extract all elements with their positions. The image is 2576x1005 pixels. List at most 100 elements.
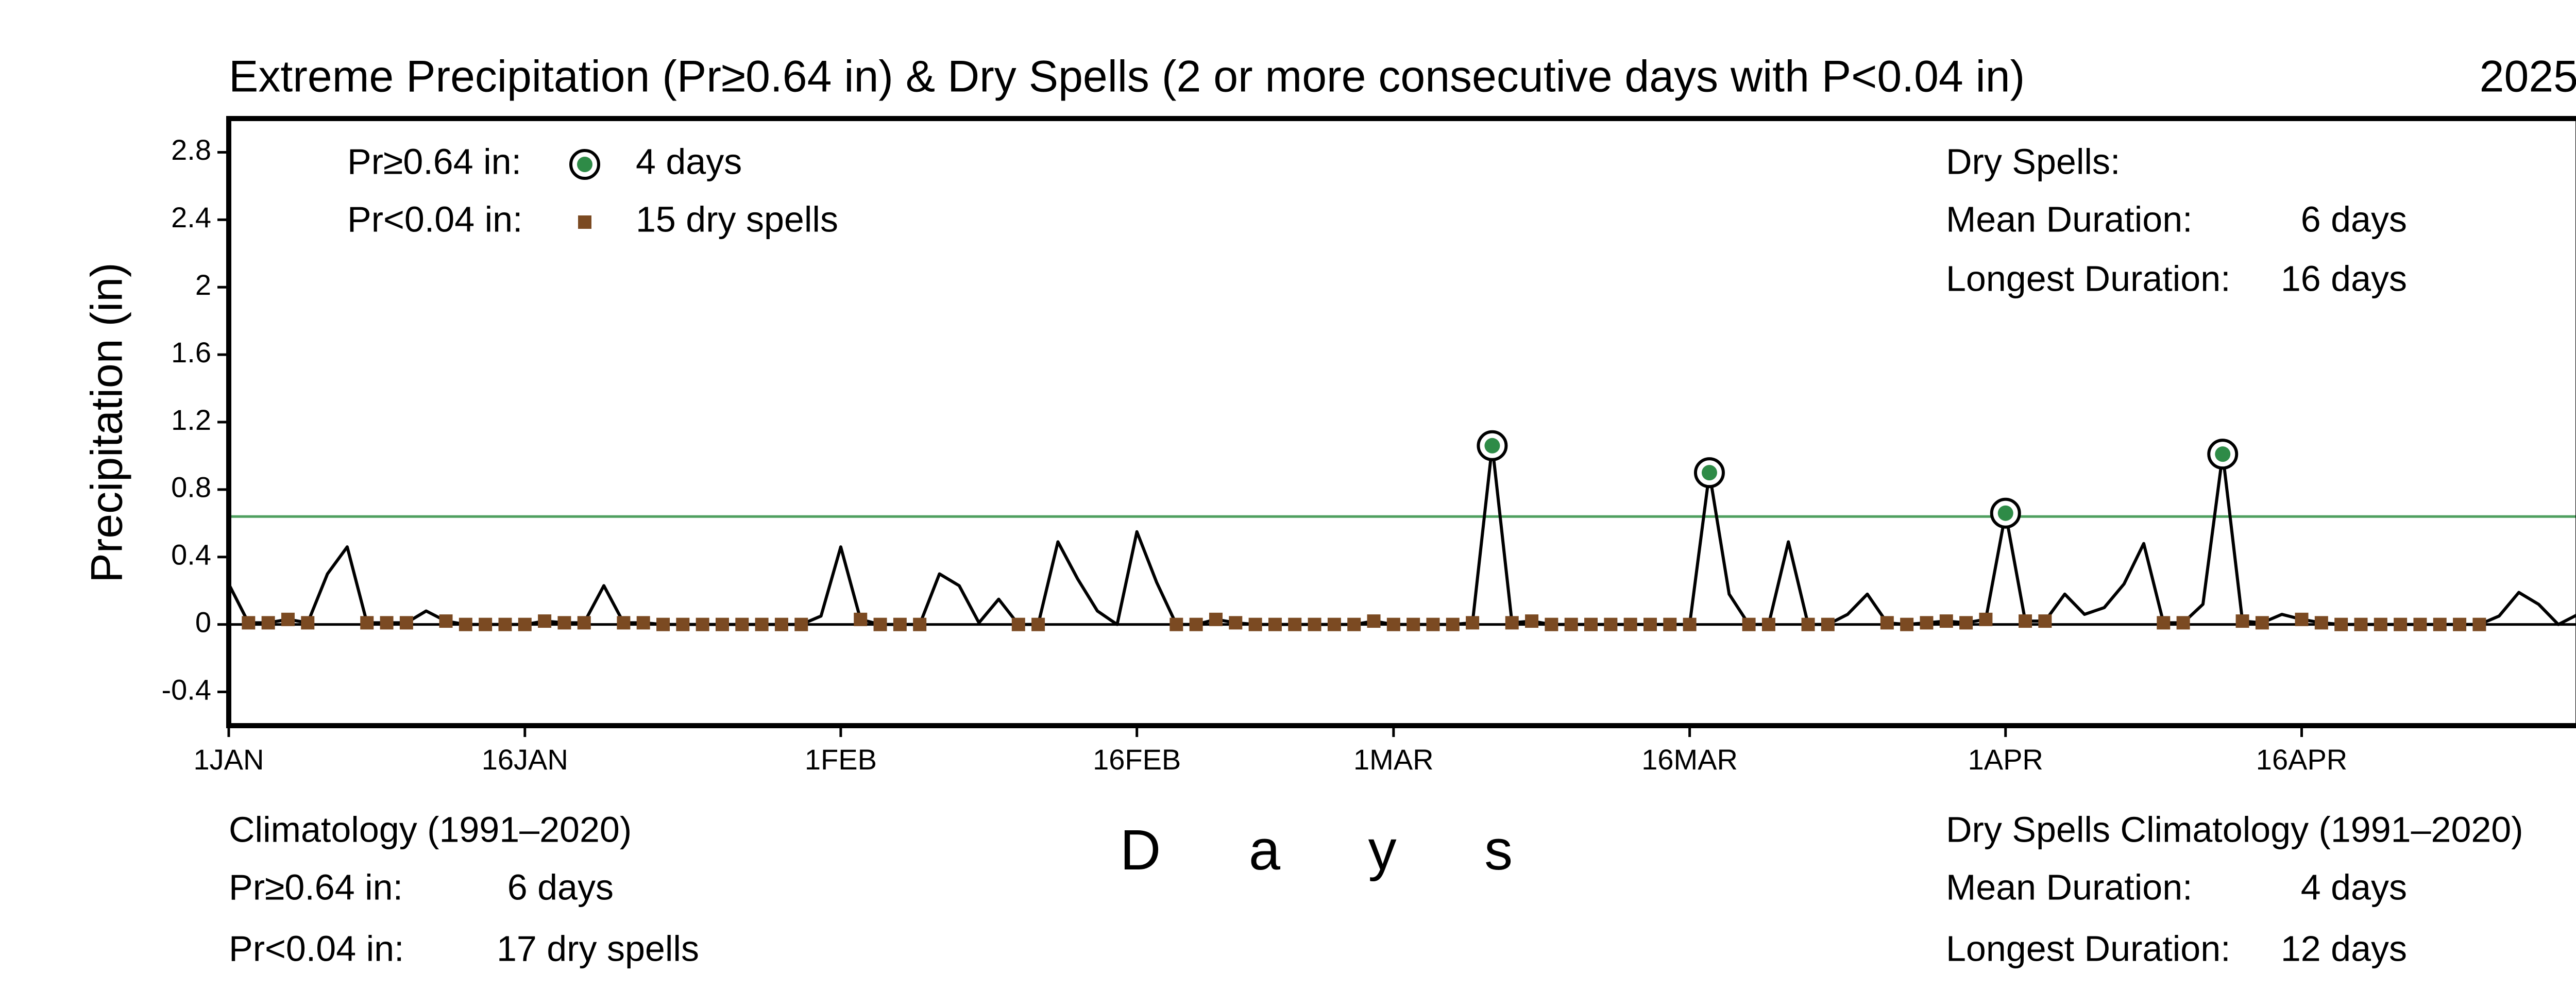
dry-day-marker [1564,617,1578,631]
annotation-label: Pr≥0.64 in: [229,867,403,907]
annotation-value: 6 days [507,867,614,907]
dry-day-marker [636,616,650,630]
annotation-title: Dry Spells: [1946,141,2120,181]
legend-symbol [578,215,591,229]
dry-day-marker [2295,612,2309,626]
y-tick-label: 2.8 [171,133,211,166]
dry-day-marker [281,612,295,626]
x-tick-label: 16MAR [1641,743,1738,776]
dry-day-marker [1347,617,1361,631]
x-tick-label: 16APR [2256,743,2347,776]
extreme-marker [2215,446,2231,462]
dry-day-marker [1308,617,1321,631]
dry-day-marker [656,617,670,631]
dry-day-marker [1643,617,1657,631]
dry-day-marker [2314,616,2328,630]
dry-day-marker [913,617,927,631]
legend-label: Pr≥0.64 in: [347,141,521,181]
dry-day-marker [1170,617,1183,631]
x-tick-label: 1MAR [1353,743,1434,776]
legend-symbol [577,157,592,172]
dry-day-marker [676,617,690,631]
dry-day-marker [715,617,729,631]
dry-day-marker [1031,617,1045,631]
dry-day-marker [2413,617,2427,631]
annotation-label: Longest Duration: [1946,258,2231,298]
dry-day-marker [1663,617,1677,631]
x-tick-label: 1JAN [194,743,264,776]
dry-day-marker [1229,616,1243,630]
x-tick-label: 1APR [1968,743,2043,776]
dry-day-marker [1959,616,1973,630]
annotation-value: 16 days [2281,258,2407,298]
y-tick-label: 1.6 [171,336,211,368]
dry-day-marker [755,617,769,631]
dry-day-marker [1761,617,1775,631]
annotation-label: Longest Duration: [1946,928,2231,968]
dry-day-marker [459,617,472,631]
x-axis-label: D a y s [1120,818,1549,882]
dry-day-marker [577,616,591,630]
dry-day-marker [1446,617,1460,631]
dry-day-marker [1248,617,1262,631]
x-tick-label: 16FEB [1093,743,1181,776]
annotation-title: Dry Spells Climatology (1991–2020) [1946,809,2523,849]
dry-day-marker [617,616,631,630]
annotation-value: 17 dry spells [497,928,699,968]
x-tick-label: 16JAN [482,743,568,776]
dry-day-marker [1011,617,1025,631]
dry-day-marker [1189,617,1203,631]
extreme-marker [1701,465,1717,481]
dry-day-marker [1268,617,1282,631]
dry-day-marker [1801,617,1815,631]
annotation-title: Climatology (1991–2020) [229,809,632,849]
dry-day-marker [2157,616,2171,630]
y-tick-label: -0.4 [162,673,212,706]
dry-day-marker [1426,617,1440,631]
dry-day-marker [301,616,315,630]
dry-day-marker [1386,617,1400,631]
dry-day-marker [1683,617,1697,631]
dry-day-marker [261,616,275,630]
dry-day-marker [399,616,413,630]
dry-day-marker [2176,616,2190,630]
dry-day-marker [735,617,749,631]
dry-day-marker [1288,617,1302,631]
dry-day-marker [1604,617,1618,631]
y-tick-label: 0 [195,606,211,638]
dry-day-marker [2433,617,2447,631]
dry-day-marker [2019,614,2032,628]
dry-day-marker [2354,617,2368,631]
x-tick-label: 1FEB [805,743,877,776]
dry-day-marker [1920,616,1934,630]
dry-day-marker [1880,616,1894,630]
dry-day-marker [2255,616,2269,630]
y-tick-label: 0.4 [171,539,211,571]
y-axis-label: Precipitation (in) [82,262,132,582]
dry-day-marker [1406,617,1420,631]
dry-day-marker [2374,617,2387,631]
legend-text: 4 days [636,141,742,181]
dry-day-marker [873,617,887,631]
dry-day-marker [2038,614,2052,628]
dry-day-marker [360,616,374,630]
chart-year: 2025 [2480,52,2576,102]
dry-day-marker [893,617,907,631]
dry-day-marker [696,617,709,631]
dry-day-marker [439,614,453,628]
dry-day-marker [2334,617,2348,631]
y-tick-label: 1.2 [171,404,211,436]
extreme-marker [1997,505,2013,521]
dry-day-marker [1623,617,1637,631]
annotation-label: Mean Duration: [1946,867,2193,907]
dry-day-marker [1939,614,1953,628]
legend-label: Pr<0.04 in: [347,199,523,239]
dry-day-marker [1209,612,1223,626]
dry-day-marker [518,617,532,631]
dry-day-marker [1466,616,1480,630]
dry-day-marker [1821,617,1835,631]
chart-title: Extreme Precipitation (Pr≥0.64 in) & Dry… [229,52,2025,102]
